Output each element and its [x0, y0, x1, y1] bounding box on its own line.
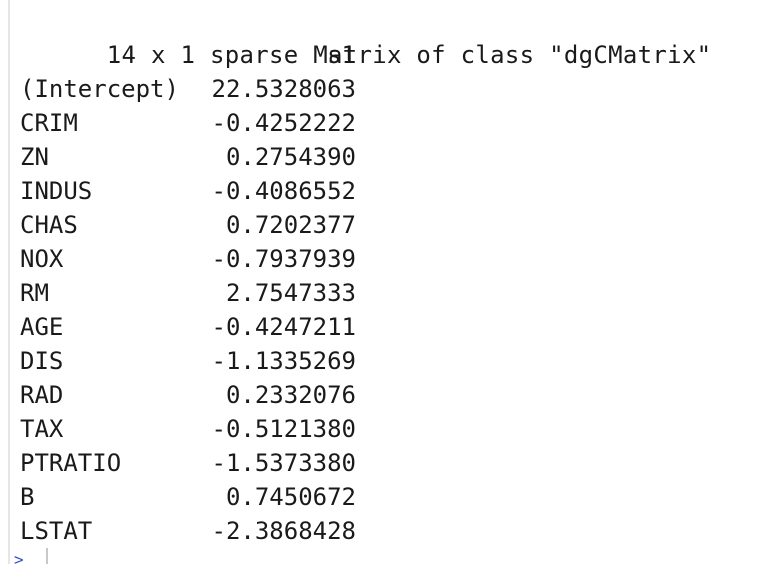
row-value: 0.2332076 [225, 381, 356, 409]
matrix-row: PTRATIO -1.5373380 [20, 446, 760, 480]
row-value: 22.5328063 [211, 75, 357, 103]
matrix-row: CHAS 0.7202377 [20, 208, 760, 242]
row-name: DIS [20, 347, 64, 375]
row-value: -1.1335269 [211, 347, 357, 375]
row-name: (Intercept) [20, 75, 179, 103]
row-name: INDUS [20, 177, 93, 205]
row-value: 0.2754390 [225, 143, 356, 171]
row-name: ZN [20, 143, 49, 171]
row-name: LSTAT [20, 517, 93, 545]
matrix-row: DIS -1.1335269 [20, 344, 760, 378]
row-name: NOX [20, 245, 64, 273]
matrix-row: TAX -0.5121380 [20, 412, 760, 446]
row-value: -0.4086552 [211, 177, 357, 205]
row-value: -0.4252222 [211, 109, 357, 137]
row-value: -0.7937939 [211, 245, 357, 273]
row-name: PTRATIO [20, 449, 122, 477]
text-cursor[interactable] [46, 548, 48, 564]
console-prompt: > [14, 550, 24, 564]
matrix-row: ZN 0.2754390 [20, 140, 760, 174]
row-name: RAD [20, 381, 64, 409]
matrix-row: RAD 0.2332076 [20, 378, 760, 412]
row-value: -0.5121380 [211, 415, 357, 443]
matrix-header: 14 x 1 sparse Matrix of class "dgCMatrix… [106, 41, 712, 69]
matrix-header-row: 14 x 1 sparse Matrix of class "dgCMatrix… [20, 4, 760, 69]
console-output: 14 x 1 sparse Matrix of class "dgCMatrix… [20, 4, 760, 548]
matrix-row: (Intercept) 22.5328063 [20, 72, 760, 106]
column-name: s1 [327, 41, 356, 69]
row-value: -2.3868428 [211, 517, 357, 545]
matrix-row: AGE -0.4247211 [20, 310, 760, 344]
matrix-row: INDUS -0.4086552 [20, 174, 760, 208]
row-name: B [20, 483, 35, 511]
console-gutter [8, 0, 10, 564]
matrix-row: RM 2.7547333 [20, 276, 760, 310]
matrix-row: CRIM -0.4252222 [20, 106, 760, 140]
row-value: 0.7450672 [225, 483, 356, 511]
matrix-row: LSTAT -2.3868428 [20, 514, 760, 548]
column-header-row: s1 [20, 38, 760, 72]
row-name: CHAS [20, 211, 78, 239]
row-name: TAX [20, 415, 64, 443]
matrix-row: NOX -0.7937939 [20, 242, 760, 276]
row-value: 0.7202377 [225, 211, 356, 239]
row-value: -1.5373380 [211, 449, 357, 477]
row-name: AGE [20, 313, 64, 341]
row-value: -0.4247211 [211, 313, 357, 341]
row-value: 2.7547333 [225, 279, 356, 307]
row-name: RM [20, 279, 49, 307]
row-name: CRIM [20, 109, 78, 137]
matrix-row: B 0.7450672 [20, 480, 760, 514]
